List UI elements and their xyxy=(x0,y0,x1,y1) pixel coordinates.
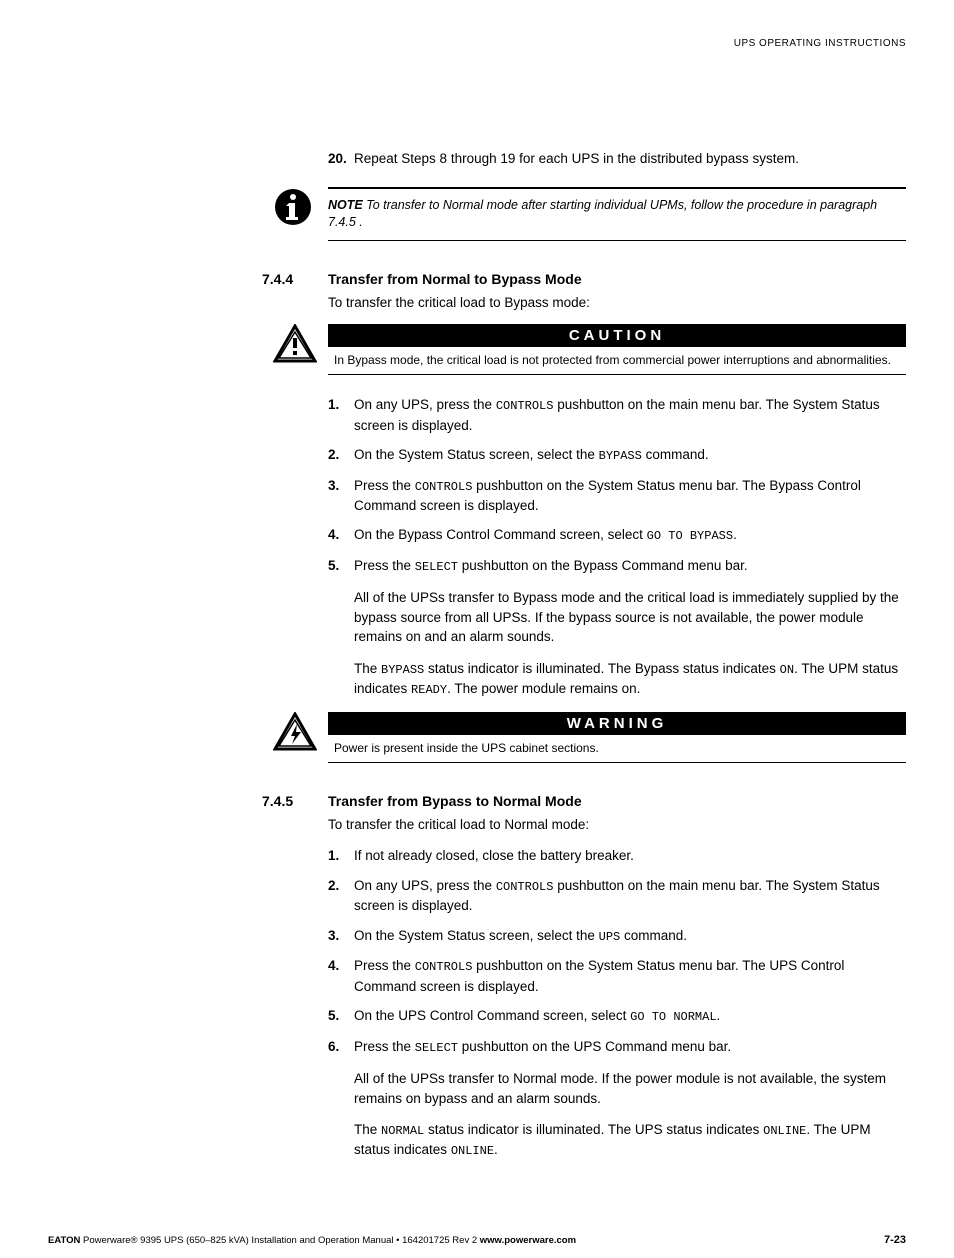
step-20: 20. Repeat Steps 8 through 19 for each U… xyxy=(328,149,906,169)
step-text: Press the CONTROLS pushbutton on the Sys… xyxy=(354,476,906,516)
footer-page-number: 7-23 xyxy=(884,1234,906,1246)
step-745-4: 4.Press the CONTROLS pushbutton on the S… xyxy=(328,956,906,996)
step-text: On any UPS, press the CONTROLS pushbutto… xyxy=(354,395,906,435)
step-number: 1. xyxy=(328,846,354,866)
step-text: On the System Status screen, select the … xyxy=(354,926,906,946)
section-744-intro: To transfer the critical load to Bypass … xyxy=(328,295,906,310)
step-text: On the UPS Control Command screen, selec… xyxy=(354,1006,906,1026)
step-745-3: 3.On the System Status screen, select th… xyxy=(328,926,906,946)
para-744-b: The BYPASS status indicator is illuminat… xyxy=(354,659,906,700)
page-footer: EATON Powerware® 9395 UPS (650–825 kVA) … xyxy=(48,1234,906,1246)
step-744-5: 5.Press the SELECT pushbutton on the Byp… xyxy=(328,556,906,576)
warning-text: Power is present inside the UPS cabinet … xyxy=(328,735,906,764)
footer-rev: 164201725 Rev 2 xyxy=(399,1235,479,1246)
info-icon xyxy=(273,187,315,227)
caution-icon xyxy=(273,324,315,364)
footer-url: www.powerware.com xyxy=(480,1235,576,1246)
step-text: On the System Status screen, select the … xyxy=(354,445,906,465)
para-744-a: All of the UPSs transfer to Bypass mode … xyxy=(354,588,906,647)
section-744-heading: 7.4.4 Transfer from Normal to Bypass Mod… xyxy=(328,271,906,289)
step-745-6: 6.Press the SELECT pushbutton on the UPS… xyxy=(328,1037,906,1057)
step-text: If not already closed, close the battery… xyxy=(354,846,906,866)
step-text: On the Bypass Control Command screen, se… xyxy=(354,525,906,545)
step-text: On any UPS, press the CONTROLS pushbutto… xyxy=(354,876,906,916)
step-744-4: 4.On the Bypass Control Command screen, … xyxy=(328,525,906,545)
section-number: 7.4.4 xyxy=(262,271,293,287)
para-745-b: The NORMAL status indicator is illuminat… xyxy=(354,1120,906,1161)
warning-bar: WARNING xyxy=(328,712,906,735)
step-745-2: 2.On any UPS, press the CONTROLS pushbut… xyxy=(328,876,906,916)
step-number: 4. xyxy=(328,525,354,545)
step-text: Press the CONTROLS pushbutton on the Sys… xyxy=(354,956,906,996)
footer-product: Powerware® 9395 UPS (650–825 kVA) Instal… xyxy=(80,1235,396,1246)
step-number: 1. xyxy=(328,395,354,435)
caution-bar: CAUTION xyxy=(328,324,906,347)
section-title: Transfer from Normal to Bypass Mode xyxy=(328,271,582,287)
warning-icon xyxy=(273,712,315,752)
step-number: 2. xyxy=(328,445,354,465)
step-744-1: 1.On any UPS, press the CONTROLS pushbut… xyxy=(328,395,906,435)
section-745-intro: To transfer the critical load to Normal … xyxy=(328,817,906,832)
step-number: 5. xyxy=(328,556,354,576)
step-745-5: 5.On the UPS Control Command screen, sel… xyxy=(328,1006,906,1026)
para-745-a: All of the UPSs transfer to Normal mode.… xyxy=(354,1069,906,1108)
step-number: 2. xyxy=(328,876,354,916)
step-number: 6. xyxy=(328,1037,354,1057)
step-745-1: 1.If not already closed, close the batte… xyxy=(328,846,906,866)
step-number: 4. xyxy=(328,956,354,996)
note-label: NOTE xyxy=(328,198,363,212)
note-block: NOTE To transfer to Normal mode after st… xyxy=(328,187,906,241)
note-text: To transfer to Normal mode after startin… xyxy=(328,198,877,230)
step-number: 5. xyxy=(328,1006,354,1026)
footer-brand: EATON xyxy=(48,1235,80,1246)
caution-text: In Bypass mode, the critical load is not… xyxy=(328,347,906,376)
step-744-3: 3.Press the CONTROLS pushbutton on the S… xyxy=(328,476,906,516)
step-number: 3. xyxy=(328,926,354,946)
section-title: Transfer from Bypass to Normal Mode xyxy=(328,793,582,809)
step-number: 20. xyxy=(328,149,354,169)
step-text: Repeat Steps 8 through 19 for each UPS i… xyxy=(354,149,906,169)
section-745-heading: 7.4.5 Transfer from Bypass to Normal Mod… xyxy=(328,793,906,811)
step-744-2: 2.On the System Status screen, select th… xyxy=(328,445,906,465)
step-number: 3. xyxy=(328,476,354,516)
section-number: 7.4.5 xyxy=(262,793,293,809)
page-header-right: UPS OPERATING INSTRUCTIONS xyxy=(48,38,906,49)
step-text: Press the SELECT pushbutton on the UPS C… xyxy=(354,1037,906,1057)
step-text: Press the SELECT pushbutton on the Bypas… xyxy=(354,556,906,576)
